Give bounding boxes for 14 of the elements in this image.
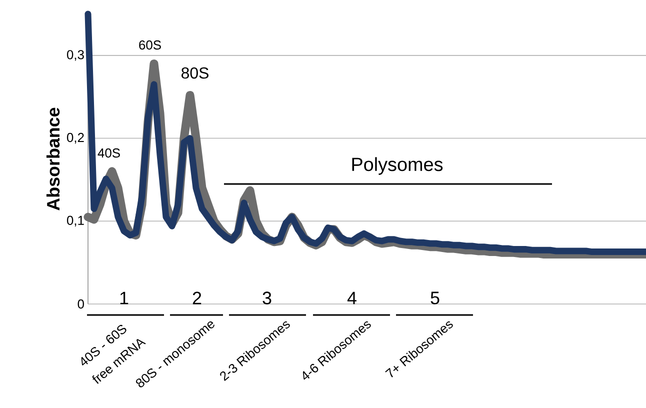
annotation: Polysomes (352, 157, 443, 175)
y-tick-label: 0 (78, 299, 84, 309)
annotation: 60S (139, 40, 161, 50)
annotation: 3 (262, 292, 272, 304)
y-tick-label: 0,3 (66, 50, 84, 61)
y-tick-label: 0,1 (66, 216, 84, 226)
annotation: 4 (347, 292, 356, 304)
annotation: 80S (182, 67, 208, 79)
annotation: 5 (430, 292, 440, 304)
y-tick-label: 0,2 (66, 132, 84, 144)
annotation: 40S (98, 148, 120, 158)
y-axis-title: Absorbance (46, 108, 60, 210)
annotation: 1 (120, 292, 128, 304)
annotation: 2 (192, 292, 202, 304)
